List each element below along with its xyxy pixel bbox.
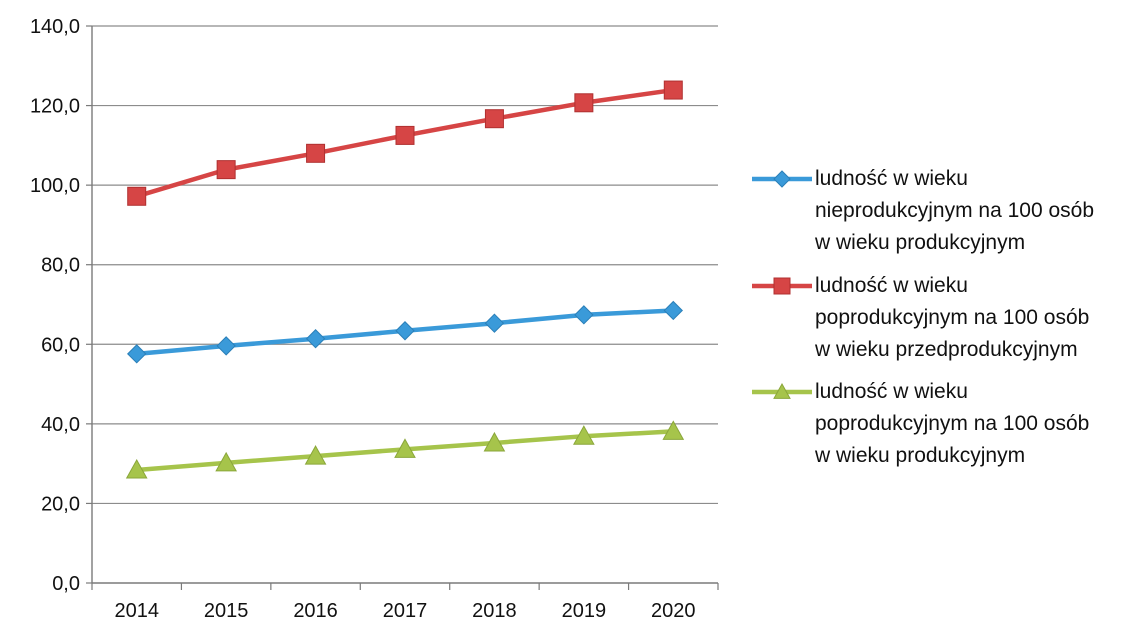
x-tick-label: 2020 [651,600,696,622]
legend-label: w wieku produkcyjnym [814,231,1025,254]
y-tick-label: 140,0 [30,16,80,38]
x-tick-label: 2015 [204,600,249,622]
data-point-diamond [127,344,147,364]
data-point-square [484,109,504,129]
data-point-square [216,160,236,180]
legend-label: w wieku przedprodukcyjnym [814,338,1078,361]
x-tick-label: 2016 [293,600,338,622]
legend-label: ludność w wieku [815,274,968,297]
legend-label: poprodukcyjnym na 100 osób [815,306,1089,329]
y-tick-label: 60,0 [41,334,80,356]
data-point-diamond [484,313,505,333]
data-point-diamond [663,300,683,321]
x-tick-label: 2018 [472,600,517,622]
legend-marker-square [773,277,791,295]
data-point-square [127,186,147,206]
data-point-square [663,80,683,100]
legend-marker-triangle [773,382,791,399]
legend-label: nieprodukcyjnym na 100 osób [815,199,1094,222]
y-tick-label: 80,0 [41,255,80,277]
y-tick-label: 20,0 [41,493,80,515]
data-point-triangle [215,451,237,472]
y-tick-label: 0,0 [52,573,80,595]
data-point-diamond [216,336,236,356]
y-tick-label: 120,0 [30,96,80,118]
x-tick-label: 2014 [114,600,159,622]
data-point-diamond [574,305,594,325]
data-point-square [306,143,326,163]
legend-label: ludność w wieku [815,380,968,403]
legend-marker-diamond [773,170,791,188]
data-point-triangle [573,425,595,445]
data-point-triangle [394,438,416,458]
y-tick-label: 40,0 [41,414,80,436]
legend-label: w wieku produkcyjnym [814,444,1025,467]
legend-label: poprodukcyjnym na 100 osób [815,412,1089,435]
data-point-square [574,93,594,113]
data-point-square [395,125,415,145]
legend-label: ludność w wieku [815,167,968,190]
data-point-triangle [125,458,148,479]
data-point-diamond [305,329,326,349]
data-point-triangle [483,431,506,452]
data-point-triangle [304,445,327,465]
data-point-diamond [395,321,415,341]
y-tick-label: 100,0 [30,175,80,197]
x-tick-label: 2019 [562,600,607,622]
data-point-triangle [662,420,685,440]
x-tick-label: 2017 [383,600,428,622]
